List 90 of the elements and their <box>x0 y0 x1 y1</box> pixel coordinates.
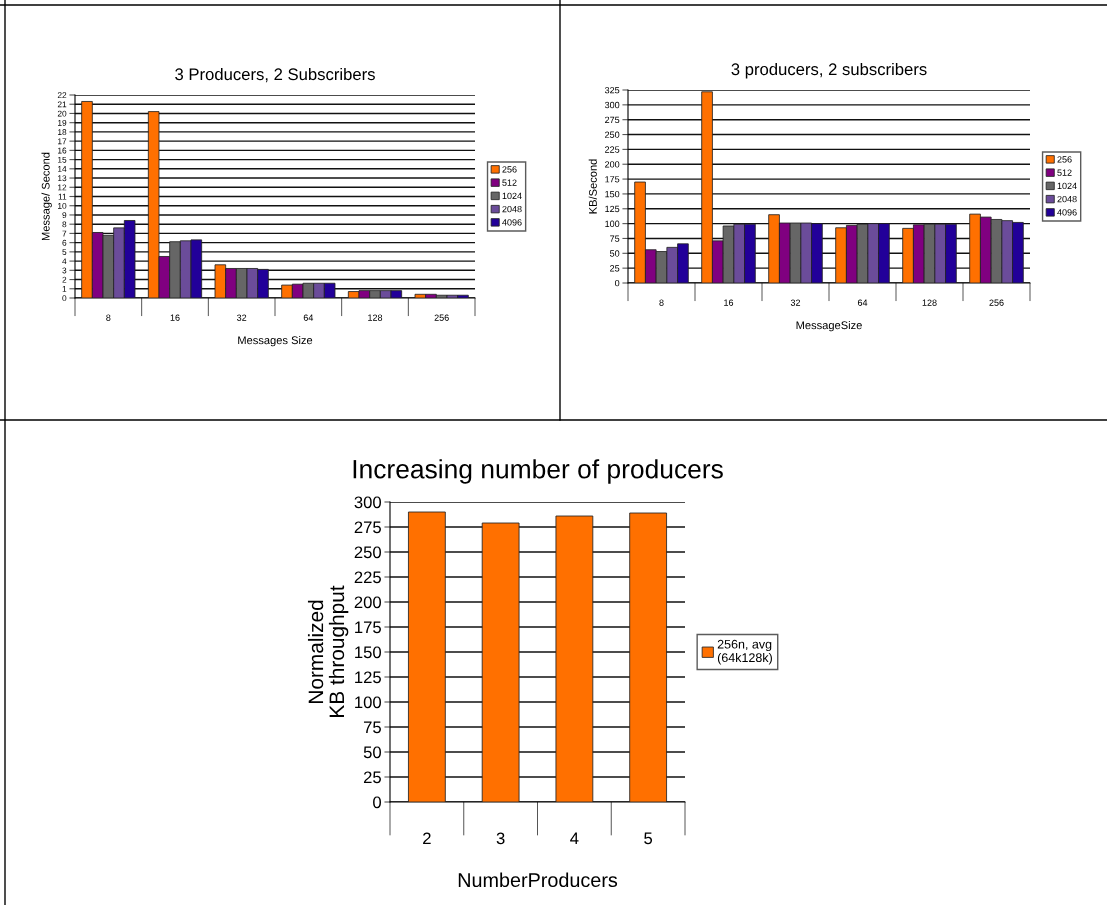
x-tick-label: 8 <box>659 299 664 306</box>
legend-label: 256 <box>1057 156 1072 163</box>
y-tick-label: 19 <box>58 119 67 126</box>
y-tick-label: 300 <box>354 496 382 509</box>
y-tick-label: 50 <box>363 746 382 759</box>
chart-title: Increasing number of producers <box>353 459 723 484</box>
y-tick-label: 200 <box>354 596 382 609</box>
y-tick-label: 125 <box>355 671 381 684</box>
x-tick-label: 4 <box>570 832 579 845</box>
bar <box>555 515 594 802</box>
chart-title: 3 producers, 2 subscribers <box>731 62 927 79</box>
y-tick-label: 50 <box>609 250 620 257</box>
legend-label: 1024 <box>502 192 522 200</box>
y-tick-label: 8 <box>62 221 67 228</box>
y-tick-label: 4 <box>62 258 67 265</box>
y-tick-label: 75 <box>363 721 381 734</box>
legend-label: 512 <box>1057 169 1072 176</box>
y-tick-label: 125 <box>605 205 620 213</box>
y-tick-label: 20 <box>57 110 67 117</box>
y-tick-label: 11 <box>58 193 67 200</box>
x-tick-label: 64 <box>303 314 314 321</box>
y-tick-label: 0 <box>615 279 620 287</box>
y-tick-label: 15 <box>58 156 67 163</box>
y-tick-label: 250 <box>605 131 620 138</box>
y-tick-label: 300 <box>604 101 620 109</box>
y-tick-label: 9 <box>62 212 67 219</box>
y-tick-label: 75 <box>610 235 620 242</box>
y-tick-label: 2 <box>62 276 67 283</box>
legend-label: 256n, avg (64k128k) <box>717 639 772 665</box>
y-tick-label: 0 <box>62 295 67 302</box>
y-tick-label: 17 <box>58 138 67 145</box>
legend-label: 4096 <box>1057 209 1077 216</box>
legend-label: 512 <box>502 179 517 186</box>
y-tick-label: 200 <box>605 161 620 168</box>
y-tick-label: 275 <box>605 116 620 124</box>
y-tick-label: 150 <box>355 646 382 659</box>
legend-label: 256 <box>502 166 517 173</box>
y-tick-label: 25 <box>610 265 620 272</box>
y-tick-label: 14 <box>58 166 67 172</box>
x-tick-label: 32 <box>236 314 247 321</box>
x-tick-label: 2 <box>423 832 431 845</box>
bar <box>481 522 520 802</box>
x-tick-label: 32 <box>790 299 801 306</box>
y-axis-title: Normalized KB throughput <box>307 585 349 717</box>
x-tick-label: 128 <box>922 299 937 306</box>
y-tick-label: 18 <box>58 129 67 136</box>
y-tick-label: 3 <box>62 267 67 274</box>
y-tick-label: 21 <box>57 101 67 108</box>
y-tick-label: 100 <box>605 220 620 227</box>
y-tick-label: 16 <box>58 147 67 154</box>
x-tick-label: 256 <box>434 314 449 321</box>
x-tick-label: 16 <box>724 299 734 306</box>
legend-label: 1024 <box>1057 182 1077 190</box>
y-axis-title: Message/ Second <box>41 152 52 241</box>
x-tick-label: 16 <box>170 314 180 321</box>
y-axis-title: KB/Second <box>588 159 597 214</box>
y-tick-label: 22 <box>57 92 67 99</box>
bar <box>408 511 446 802</box>
x-tick-label: 3 <box>496 832 505 845</box>
y-tick-label: 150 <box>605 190 620 198</box>
x-tick-label: 8 <box>106 314 111 321</box>
legend-label: 2048 <box>502 205 522 213</box>
x-tick-label: 64 <box>857 299 868 306</box>
y-tick-label: 100 <box>355 696 382 709</box>
x-tick-label: 5 <box>644 832 653 845</box>
y-tick-label: 175 <box>355 621 381 634</box>
y-tick-label: 13 <box>58 175 67 182</box>
chart-title: 3 Producers, 2 Subscribers <box>175 67 375 83</box>
bar <box>629 512 667 802</box>
y-tick-label: 225 <box>354 571 381 584</box>
x-axis-title: Messages Size <box>238 336 313 347</box>
y-tick-label: 325 <box>604 86 620 94</box>
y-tick-label: 0 <box>373 796 382 809</box>
y-tick-label: 25 <box>363 771 381 784</box>
x-axis-title: NumberProducers <box>458 872 618 888</box>
y-tick-label: 1 <box>62 286 67 292</box>
y-tick-label: 6 <box>62 239 67 246</box>
y-tick-label: 5 <box>62 249 67 255</box>
y-tick-label: 12 <box>58 184 67 191</box>
y-tick-label: 250 <box>354 546 382 559</box>
legend-label: 2048 <box>1057 195 1077 203</box>
y-tick-label: 7 <box>62 230 67 237</box>
x-tick-label: 256 <box>989 299 1004 306</box>
y-tick-label: 175 <box>605 176 620 183</box>
x-tick-label: 128 <box>368 314 383 321</box>
y-tick-label: 225 <box>605 146 620 153</box>
legend-label: 4096 <box>502 219 522 226</box>
y-tick-label: 10 <box>58 202 67 209</box>
x-axis-title: MessageSize <box>796 321 862 332</box>
y-tick-label: 275 <box>354 521 381 534</box>
